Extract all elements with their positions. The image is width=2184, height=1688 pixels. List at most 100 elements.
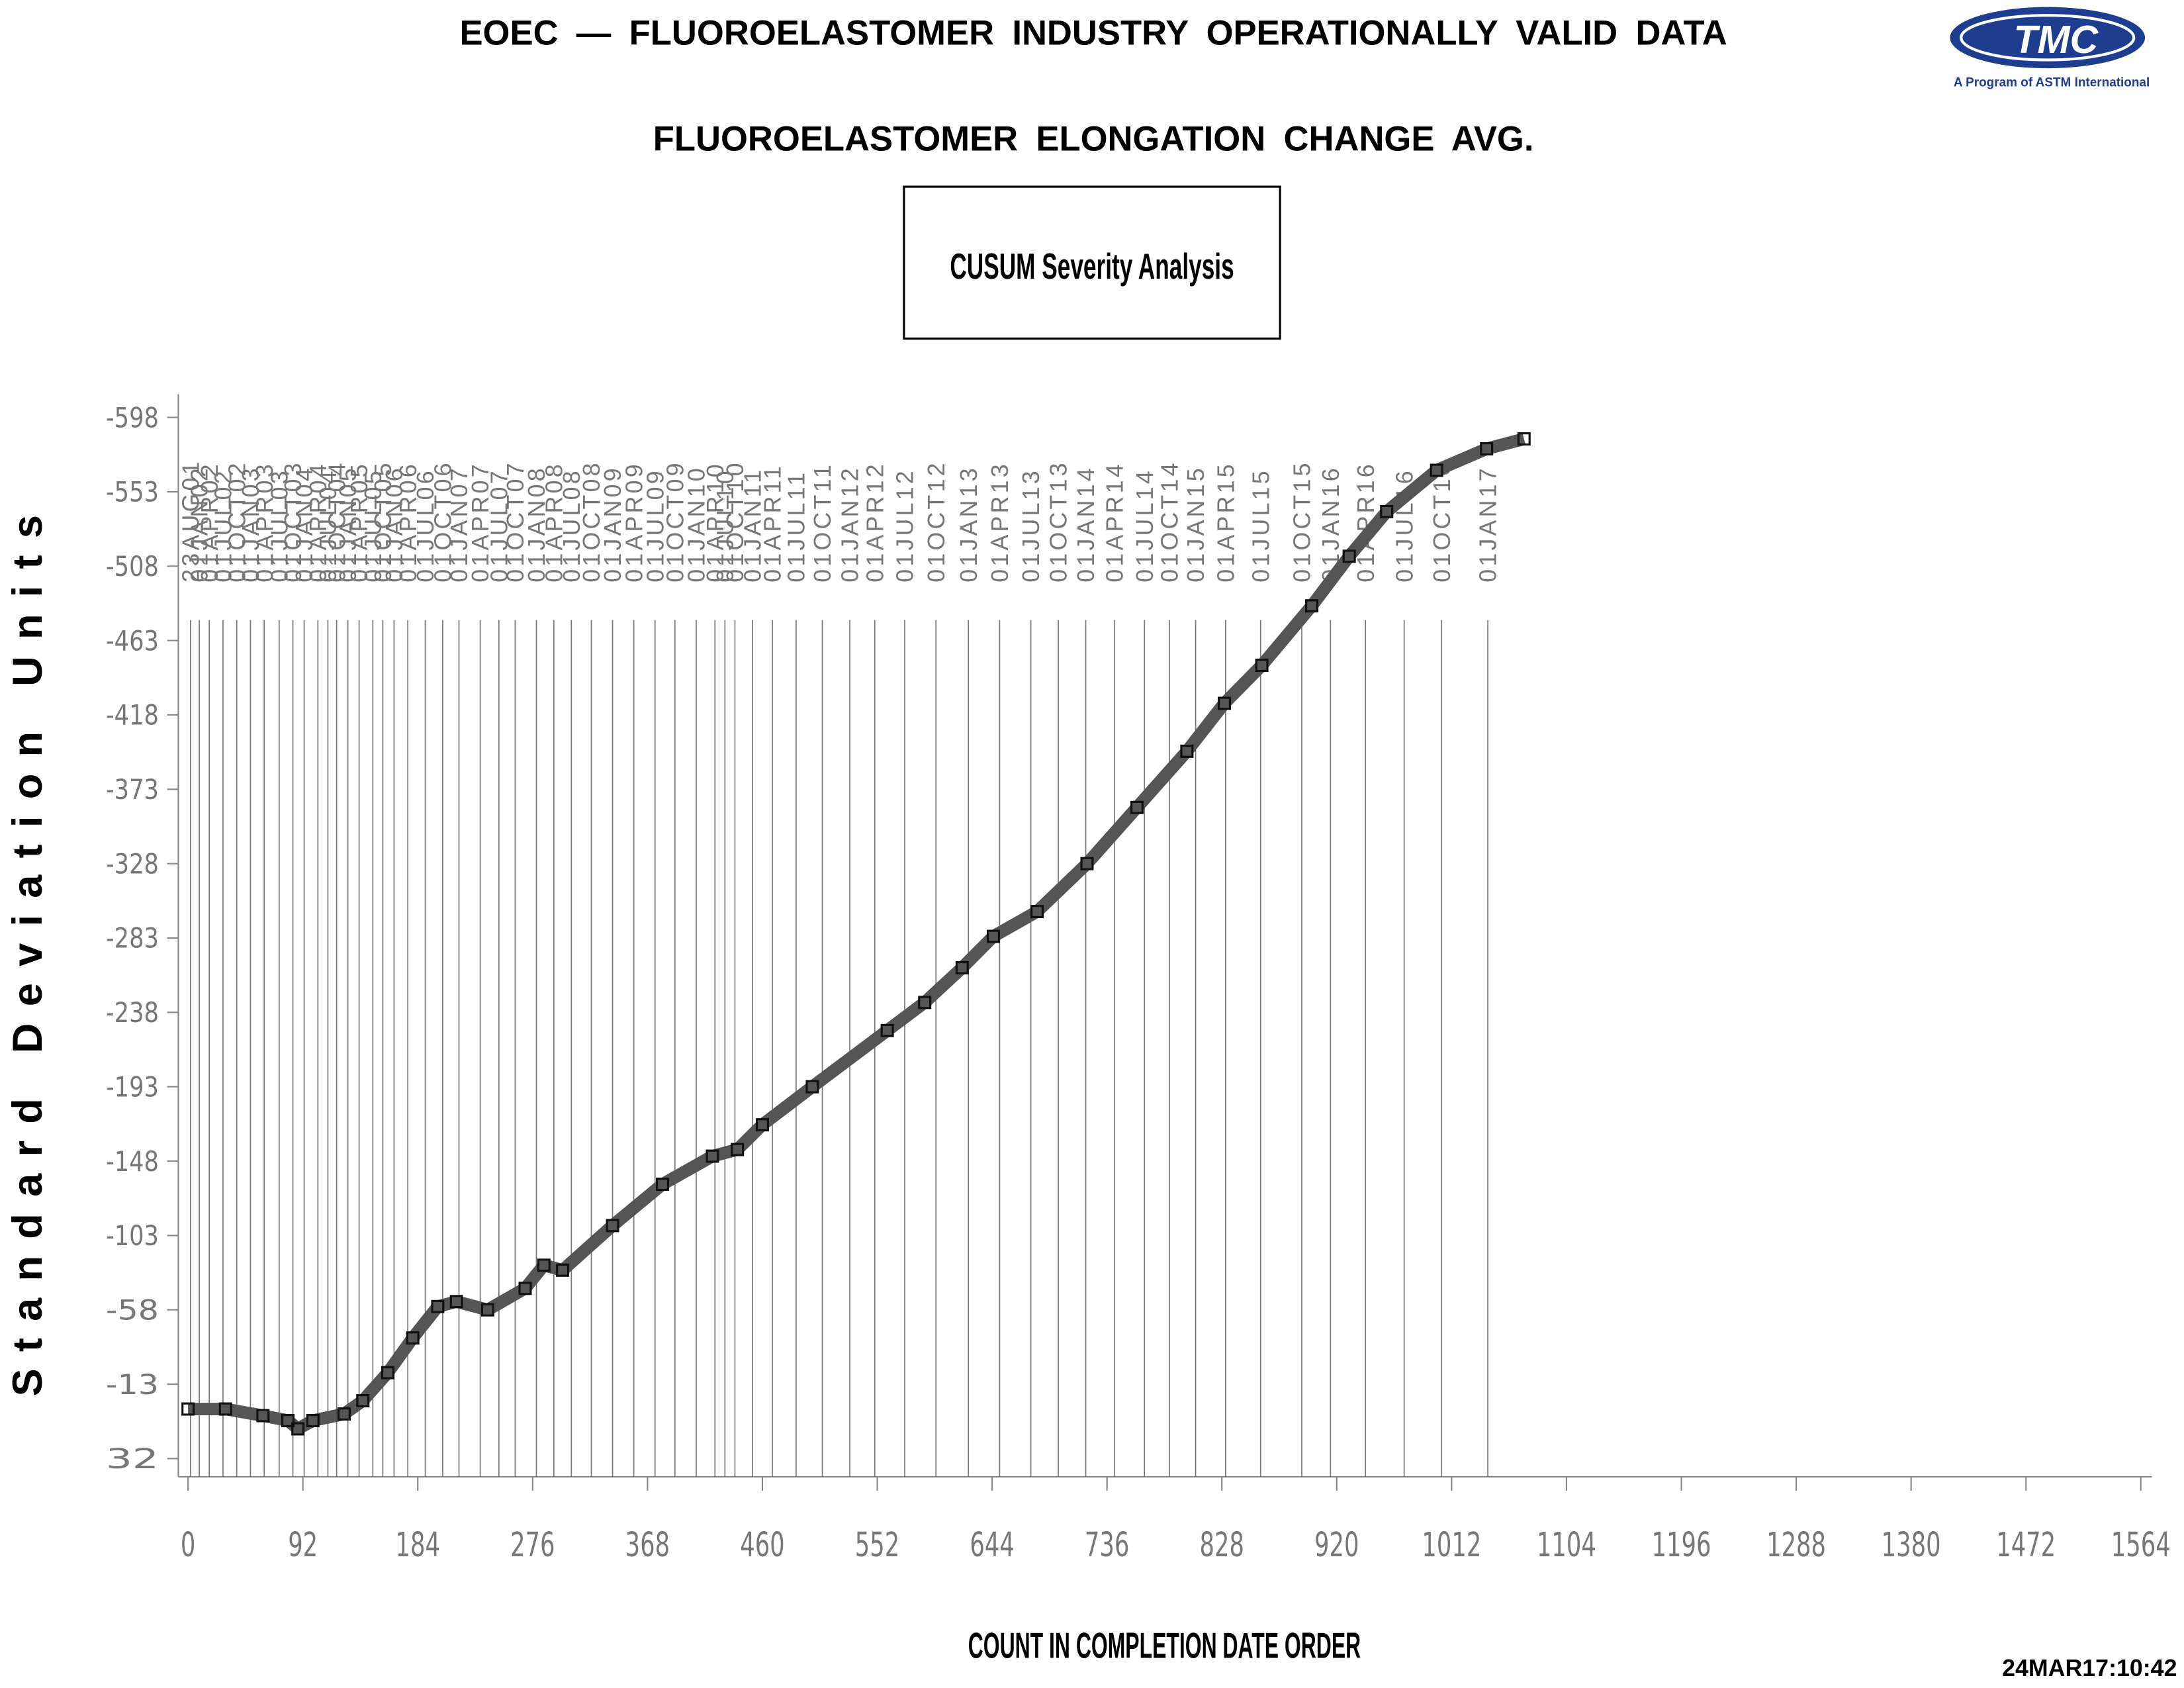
y-tick-label: -418 xyxy=(106,699,159,731)
cusum-marker xyxy=(1130,800,1144,814)
date-marker-label: 01OCT07 xyxy=(502,460,529,583)
x-tick-label: 1472 xyxy=(1996,1526,2056,1565)
date-marker-label: 01OCT02 xyxy=(224,460,250,583)
y-tick-label: -553 xyxy=(106,476,159,508)
logo-text: TMC xyxy=(2014,19,2099,62)
x-tick-label: 276 xyxy=(510,1526,555,1565)
date-marker-label: 01JUL03 xyxy=(266,468,293,583)
y-tick-label: -103 xyxy=(106,1219,159,1252)
cusum-marker xyxy=(518,1282,532,1295)
timestamp: 24MAR17:10:42 xyxy=(2002,1655,2177,1681)
cusum-marker xyxy=(1517,432,1531,446)
date-marker-label: 01JUL08 xyxy=(559,468,585,583)
date-marker-label: 01JAN13 xyxy=(956,465,982,583)
date-marker-label: 01JAN05 xyxy=(335,465,361,583)
x-tick-label: 184 xyxy=(396,1526,440,1565)
date-marker-label: 01JUL09 xyxy=(642,468,668,583)
cusum-marker xyxy=(291,1422,305,1436)
cusum-marker xyxy=(537,1258,551,1272)
cusum-marker xyxy=(1030,905,1044,919)
date-marker-label: 01JAN04 xyxy=(291,465,318,583)
y-tick-label: -58 xyxy=(106,1293,159,1326)
y-tick-label: -508 xyxy=(106,550,159,583)
cusum-marker xyxy=(1255,659,1269,673)
x-tick-label: 1288 xyxy=(1766,1526,1826,1565)
date-marker-label: 01APR02 xyxy=(197,461,223,583)
date-marker-label: 01JAN17 xyxy=(1475,465,1502,583)
cusum-marker xyxy=(1342,549,1356,563)
y-tick-label: -373 xyxy=(106,773,159,806)
date-marker-label: 01JUL02 xyxy=(210,468,237,583)
x-tick-label: 1104 xyxy=(1537,1526,1596,1565)
cusum-marker xyxy=(218,1402,232,1416)
annotation: CUSUM Severity Analysis xyxy=(950,246,1234,287)
date-marker-label: 23AUG01 xyxy=(178,459,205,583)
y-tick-label: -13 xyxy=(106,1368,159,1401)
cusum-marker xyxy=(1180,744,1194,758)
cusum-marker xyxy=(731,1143,745,1156)
y-tick-label: -148 xyxy=(106,1145,159,1178)
date-marker-label: 01JUL15 xyxy=(1248,468,1274,583)
annotation-box xyxy=(903,185,1281,340)
y-tick-label: 32 xyxy=(106,1442,159,1475)
cusum-marker xyxy=(986,929,1000,943)
date-marker-label: 01JUL06 xyxy=(412,468,439,583)
x-tick-label: 920 xyxy=(1314,1526,1359,1565)
cusum-marker xyxy=(1430,463,1443,477)
logo-caption: A Program of ASTM International xyxy=(1954,76,2150,90)
cusum-marker xyxy=(256,1409,270,1423)
date-marker-label: 01JUL10 xyxy=(712,468,739,583)
x-tick-label: 368 xyxy=(625,1526,670,1565)
cusum-marker xyxy=(181,1402,195,1416)
date-marker-label: 01JAN07 xyxy=(446,465,473,583)
date-marker-label: 01JAN08 xyxy=(523,465,550,583)
date-marker-label: 01OCT05 xyxy=(370,460,396,583)
cusum-marker xyxy=(337,1407,351,1421)
x-tick-label: 1380 xyxy=(1882,1526,1941,1565)
date-marker-label: 01APR10 xyxy=(702,461,729,583)
date-marker-label: 01JAN10 xyxy=(684,465,710,583)
date-marker-label: 01APR07 xyxy=(467,461,494,583)
date-marker-label: 01OCT04 xyxy=(324,460,350,583)
date-marker-label: 01JUL14 xyxy=(1132,468,1158,583)
x-tick-label: 1564 xyxy=(2111,1526,2171,1565)
cusum-marker xyxy=(705,1149,719,1163)
y-tick-label: -328 xyxy=(106,847,159,880)
date-marker-label: 01APR12 xyxy=(862,461,888,583)
date-marker-label: 01APR08 xyxy=(541,461,568,583)
logo-ring xyxy=(1960,14,2136,62)
cusum-marker xyxy=(755,1118,769,1132)
logo xyxy=(1950,7,2146,69)
date-marker-label: 01OCT14 xyxy=(1157,460,1183,583)
date-marker-label: 01JAN14 xyxy=(1073,465,1099,583)
cusum-line xyxy=(188,432,1526,1435)
date-marker-label: 01JUL04 xyxy=(315,468,341,583)
cusum-marker xyxy=(955,961,969,974)
date-marker-label: 01JAN06 xyxy=(381,465,408,583)
cusum-marker xyxy=(1080,857,1094,870)
cusum-marker xyxy=(1217,696,1231,710)
date-marker-label: 01JUL13 xyxy=(1018,468,1044,583)
date-marker-label: 01JUL12 xyxy=(892,468,919,583)
x-tick-label: 736 xyxy=(1085,1526,1129,1565)
y-axis-label: Standard Deviation Units xyxy=(5,498,51,1397)
date-marker-label: 01JUL11 xyxy=(784,470,810,583)
y-tick-label: -238 xyxy=(106,996,159,1029)
cusum-marker xyxy=(381,1366,394,1380)
date-marker-label: 01OCT13 xyxy=(1046,460,1072,583)
cusum-marker xyxy=(431,1299,445,1313)
date-marker-label: 01OCT10 xyxy=(722,460,749,583)
date-marker-label: 01OCT11 xyxy=(809,462,836,583)
date-marker-label: 01JAN15 xyxy=(1183,465,1209,583)
y-tick-label: -463 xyxy=(106,624,159,657)
y-tick-label: -598 xyxy=(106,401,159,434)
x-tick-label: 552 xyxy=(855,1526,899,1565)
date-marker-label: 01JAN12 xyxy=(837,465,864,583)
date-marker-label: 01JAN09 xyxy=(600,465,626,583)
cusum-marker xyxy=(1480,442,1494,456)
cusum-marker xyxy=(880,1023,894,1037)
x-tick-label: 644 xyxy=(970,1526,1014,1565)
cusum-marker xyxy=(281,1414,295,1428)
